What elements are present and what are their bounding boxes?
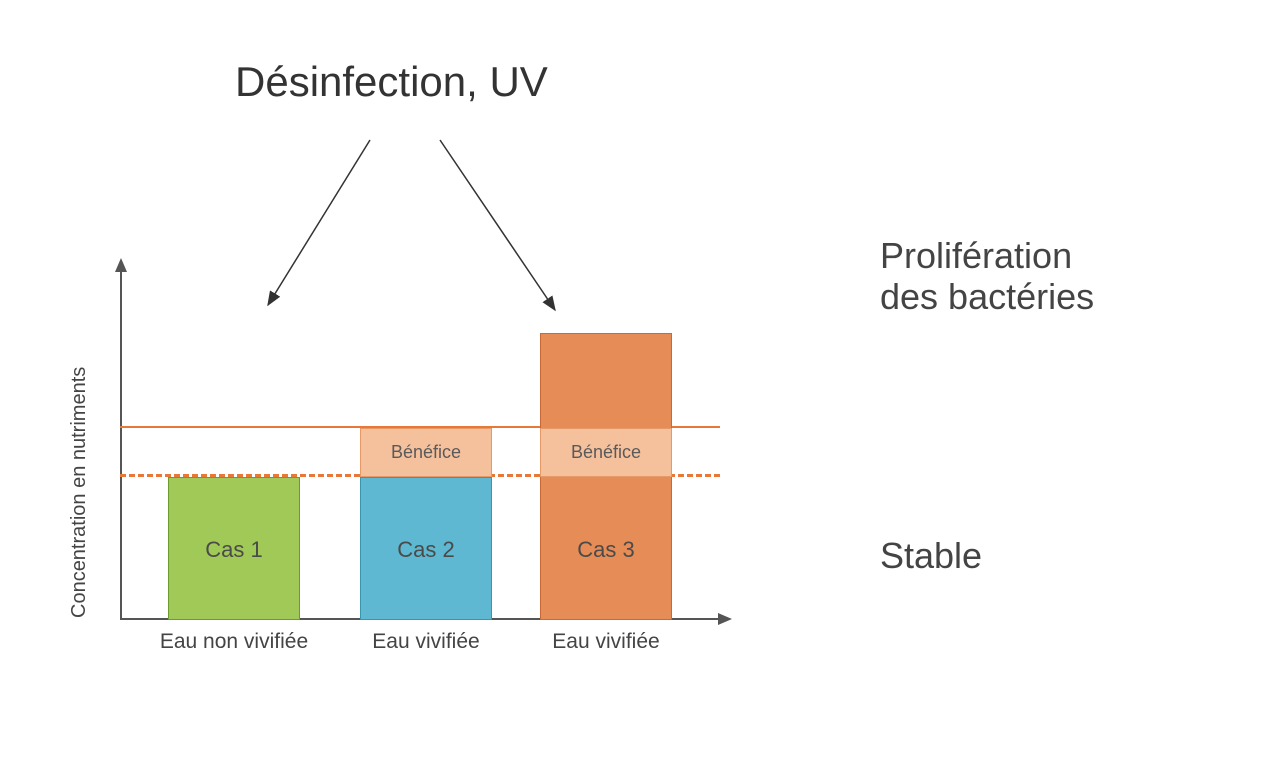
benefice-cas2: Bénéfice: [360, 428, 492, 477]
bar-cas3: Cas 3: [540, 333, 672, 620]
bar-cas1: Cas 1: [168, 477, 300, 621]
benefice-cas3: Bénéfice: [540, 428, 672, 477]
bar-cas2: Cas 2: [360, 477, 492, 621]
category-cas3: Eau vivifiée: [520, 630, 692, 654]
bar-label-cas1: Cas 1: [169, 537, 299, 563]
label-stable: Stable: [880, 535, 982, 576]
label-proliferation: Prolifération des bactéries: [880, 235, 1094, 318]
category-cas2: Eau vivifiée: [340, 630, 512, 654]
category-cas1: Eau non vivifiée: [148, 630, 320, 654]
bar-label-cas2: Cas 2: [361, 537, 491, 563]
y-axis: [120, 270, 122, 620]
label-proliferation-line1: Prolifération: [880, 235, 1072, 276]
label-proliferation-line2: des bactéries: [880, 276, 1094, 317]
chart-area: Cas 1 Cas 2 Bénéfice Cas 3 Bénéfice Eau non …: [90, 270, 740, 660]
y-axis-arrow-icon: [115, 258, 127, 272]
bar-label-cas3: Cas 3: [541, 537, 671, 563]
plot-area: Cas 1 Cas 2 Bénéfice Cas 3 Bénéfice: [120, 270, 720, 620]
y-axis-label: Concentration en nutriments: [68, 367, 91, 618]
x-axis-arrow-icon: [718, 613, 732, 625]
diagram-container: Désinfection, UV Concentration en nutrim…: [0, 0, 1274, 777]
